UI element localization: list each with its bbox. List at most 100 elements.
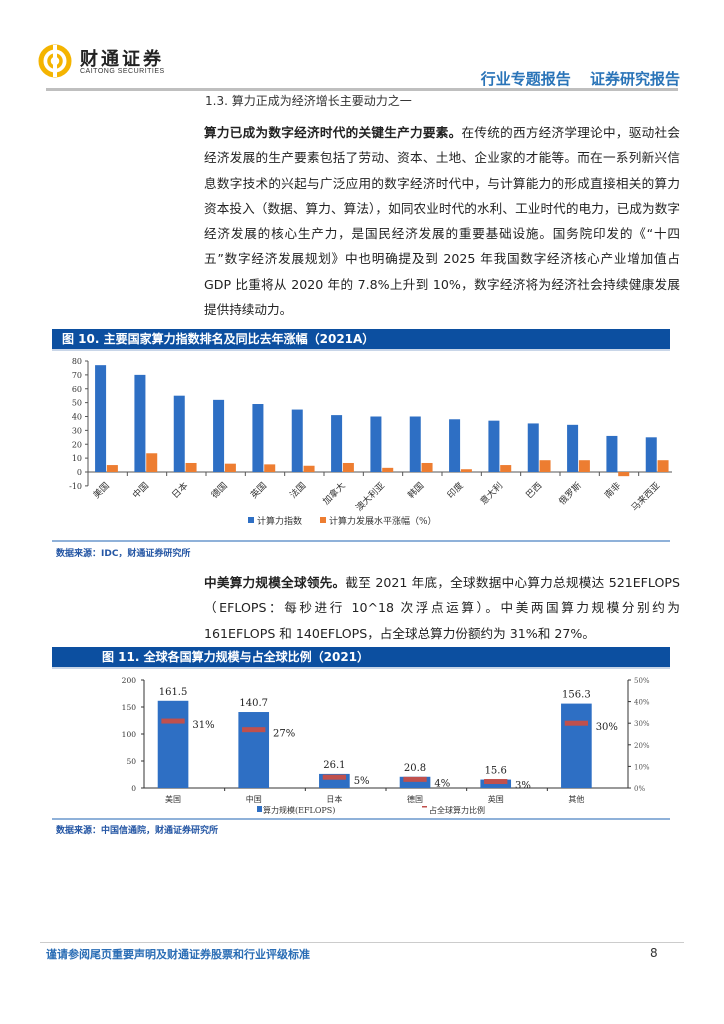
bar-compute-index (527, 423, 539, 472)
bar-compute-index (488, 420, 500, 472)
bar-growth (657, 460, 669, 472)
footer-disclaimer: 谨请参阅尾页重要声明及财通证券股票和行业评级标准 (46, 948, 310, 961)
bar-compute-scale (157, 700, 189, 788)
bar-value-label: 161.5 (159, 687, 188, 698)
x-axis-label: 巴西 (524, 480, 545, 501)
bar-compute-scale (238, 712, 270, 788)
figure-10-bottom-divider (52, 540, 670, 542)
bar-compute-index (370, 416, 382, 472)
bar-growth (618, 472, 630, 477)
x-axis-label: 英国 (248, 480, 269, 501)
legend-compute-scale: 算力规模(EFLOPS) (263, 805, 335, 815)
x-axis-label: 意大利 (477, 480, 505, 508)
bar-compute-index (606, 435, 618, 472)
svg-text:150: 150 (122, 703, 137, 712)
legend-compute-index: 计算力指数 (257, 515, 302, 527)
bar-growth (224, 463, 236, 472)
bar-growth (185, 462, 197, 472)
svg-text:40%: 40% (634, 699, 650, 707)
bar-compute-scale (399, 776, 431, 788)
x-axis-label: 中国 (246, 794, 262, 804)
paragraph-1: 算力已成为数字经济时代的关键生产力要素。在传统的西方经济学理论中，驱动社会经济发… (204, 120, 680, 322)
share-label: 5% (354, 776, 370, 787)
share-marker (564, 720, 589, 726)
svg-text:50: 50 (126, 757, 136, 766)
figure-11-chart: 0 50 100 150 200 0% 10% 20% 30% 40% 50% 161.5 31% 美国 1… (122, 676, 650, 815)
bar-growth (382, 467, 394, 472)
figure-11-source: 数据来源：中国信通院，财通证券研究所 (56, 826, 219, 836)
svg-text:100: 100 (122, 730, 137, 739)
logo-chinese-name: 财通证券 (80, 49, 164, 70)
bar-compute-scale (561, 703, 592, 788)
bar-growth (578, 460, 590, 472)
x-axis-label: 英国 (488, 794, 504, 804)
paragraph-2-lead: 中美算力规模全球领先。 (204, 575, 346, 590)
bar-compute-index (252, 404, 264, 472)
header-tags: 行业专题报告 证券研究报告 (467, 68, 680, 89)
chart-2-axes: 0 50 100 150 200 0% 10% 20% 30% 40% 50% (122, 676, 650, 793)
legend-share: 占全球算力比例 (429, 805, 485, 815)
caitong-logo-icon (38, 44, 72, 78)
header-tag-securities-report: 证券研究报告 (589, 70, 680, 88)
share-marker (242, 727, 266, 733)
bar-compute-index (449, 419, 461, 472)
share-label: 3% (515, 781, 531, 792)
x-axis-label: 其他 (568, 794, 584, 804)
header-divider (46, 88, 678, 91)
bar-compute-index (645, 437, 657, 472)
x-axis-label: 中国 (130, 480, 151, 501)
svg-text:0: 0 (131, 784, 136, 793)
share-marker (161, 718, 185, 724)
svg-text:40: 40 (72, 413, 82, 422)
logo-english-name: CAITONG SECURITIES (80, 68, 165, 75)
bar-growth (539, 460, 551, 472)
x-axis-label: 法国 (287, 480, 308, 501)
svg-text:50%: 50% (634, 677, 650, 685)
svg-text:-10: -10 (69, 482, 82, 491)
svg-text:20: 20 (72, 440, 82, 449)
paragraph-1-lead: 算力已成为数字经济时代的关键生产力要素。 (204, 125, 462, 140)
header-tag-industry-report: 行业专题报告 (480, 70, 571, 88)
bar-value-label: 140.7 (239, 698, 268, 709)
paragraph-2-body: 截至 2021 年底，全球数据中心算力总规模达 521EFLOPS（EFLOPS… (204, 575, 680, 641)
svg-text:200: 200 (122, 676, 137, 685)
bar-value-label: 15.6 (485, 766, 507, 777)
bar-compute-index (291, 409, 303, 472)
share-marker (403, 776, 427, 782)
bar-growth (460, 469, 472, 472)
x-axis-label: 德国 (407, 794, 423, 804)
share-label: 31% (192, 720, 214, 731)
svg-text:80: 80 (72, 357, 82, 366)
x-axis-label: 美国 (91, 480, 112, 501)
x-axis-label: 马来西亚 (629, 480, 662, 513)
share-marker (484, 779, 508, 785)
x-axis-label: 美国 (165, 794, 181, 804)
bar-growth (264, 464, 276, 472)
bar-growth (303, 465, 315, 472)
x-axis-label: 日本 (326, 794, 342, 804)
legend-growth: 计算力发展水平涨幅（%） (329, 515, 437, 527)
svg-text:60: 60 (72, 385, 82, 394)
figure-11-title: 图 11. 全球各国算力规模与占全球比例（2021） (52, 647, 670, 667)
x-axis-label: 加拿大 (320, 480, 348, 508)
bar-value-label: 20.8 (404, 763, 426, 774)
x-axis-label: 俄罗斯 (556, 480, 584, 508)
bar-growth (106, 465, 118, 472)
paragraph-1-body: 在传统的西方经济学理论中，驱动社会经济发展的生产要素包括了劳动、资本、土地、企业… (204, 125, 681, 318)
footer-divider (40, 942, 684, 943)
bar-compute-index (567, 424, 579, 472)
x-axis-label: 德国 (209, 480, 230, 501)
bar-compute-index (331, 415, 343, 472)
bar-compute-index (213, 399, 225, 472)
bar-growth (342, 462, 354, 472)
figure-10-source: 数据来源：IDC，财通证券研究所 (56, 549, 191, 559)
paragraph-2: 中美算力规模全球领先。截至 2021 年底，全球数据中心算力总规模达 521EF… (204, 570, 680, 646)
figure-11-title-underline (52, 667, 670, 669)
x-axis-label: 韩国 (405, 480, 426, 501)
svg-text:10%: 10% (634, 763, 650, 771)
bar-growth (421, 462, 433, 472)
bar-value-label: 156.3 (562, 690, 591, 701)
svg-text:50: 50 (72, 399, 82, 408)
x-axis-label: 澳大利亚 (353, 480, 387, 514)
bar-compute-index (134, 374, 146, 472)
